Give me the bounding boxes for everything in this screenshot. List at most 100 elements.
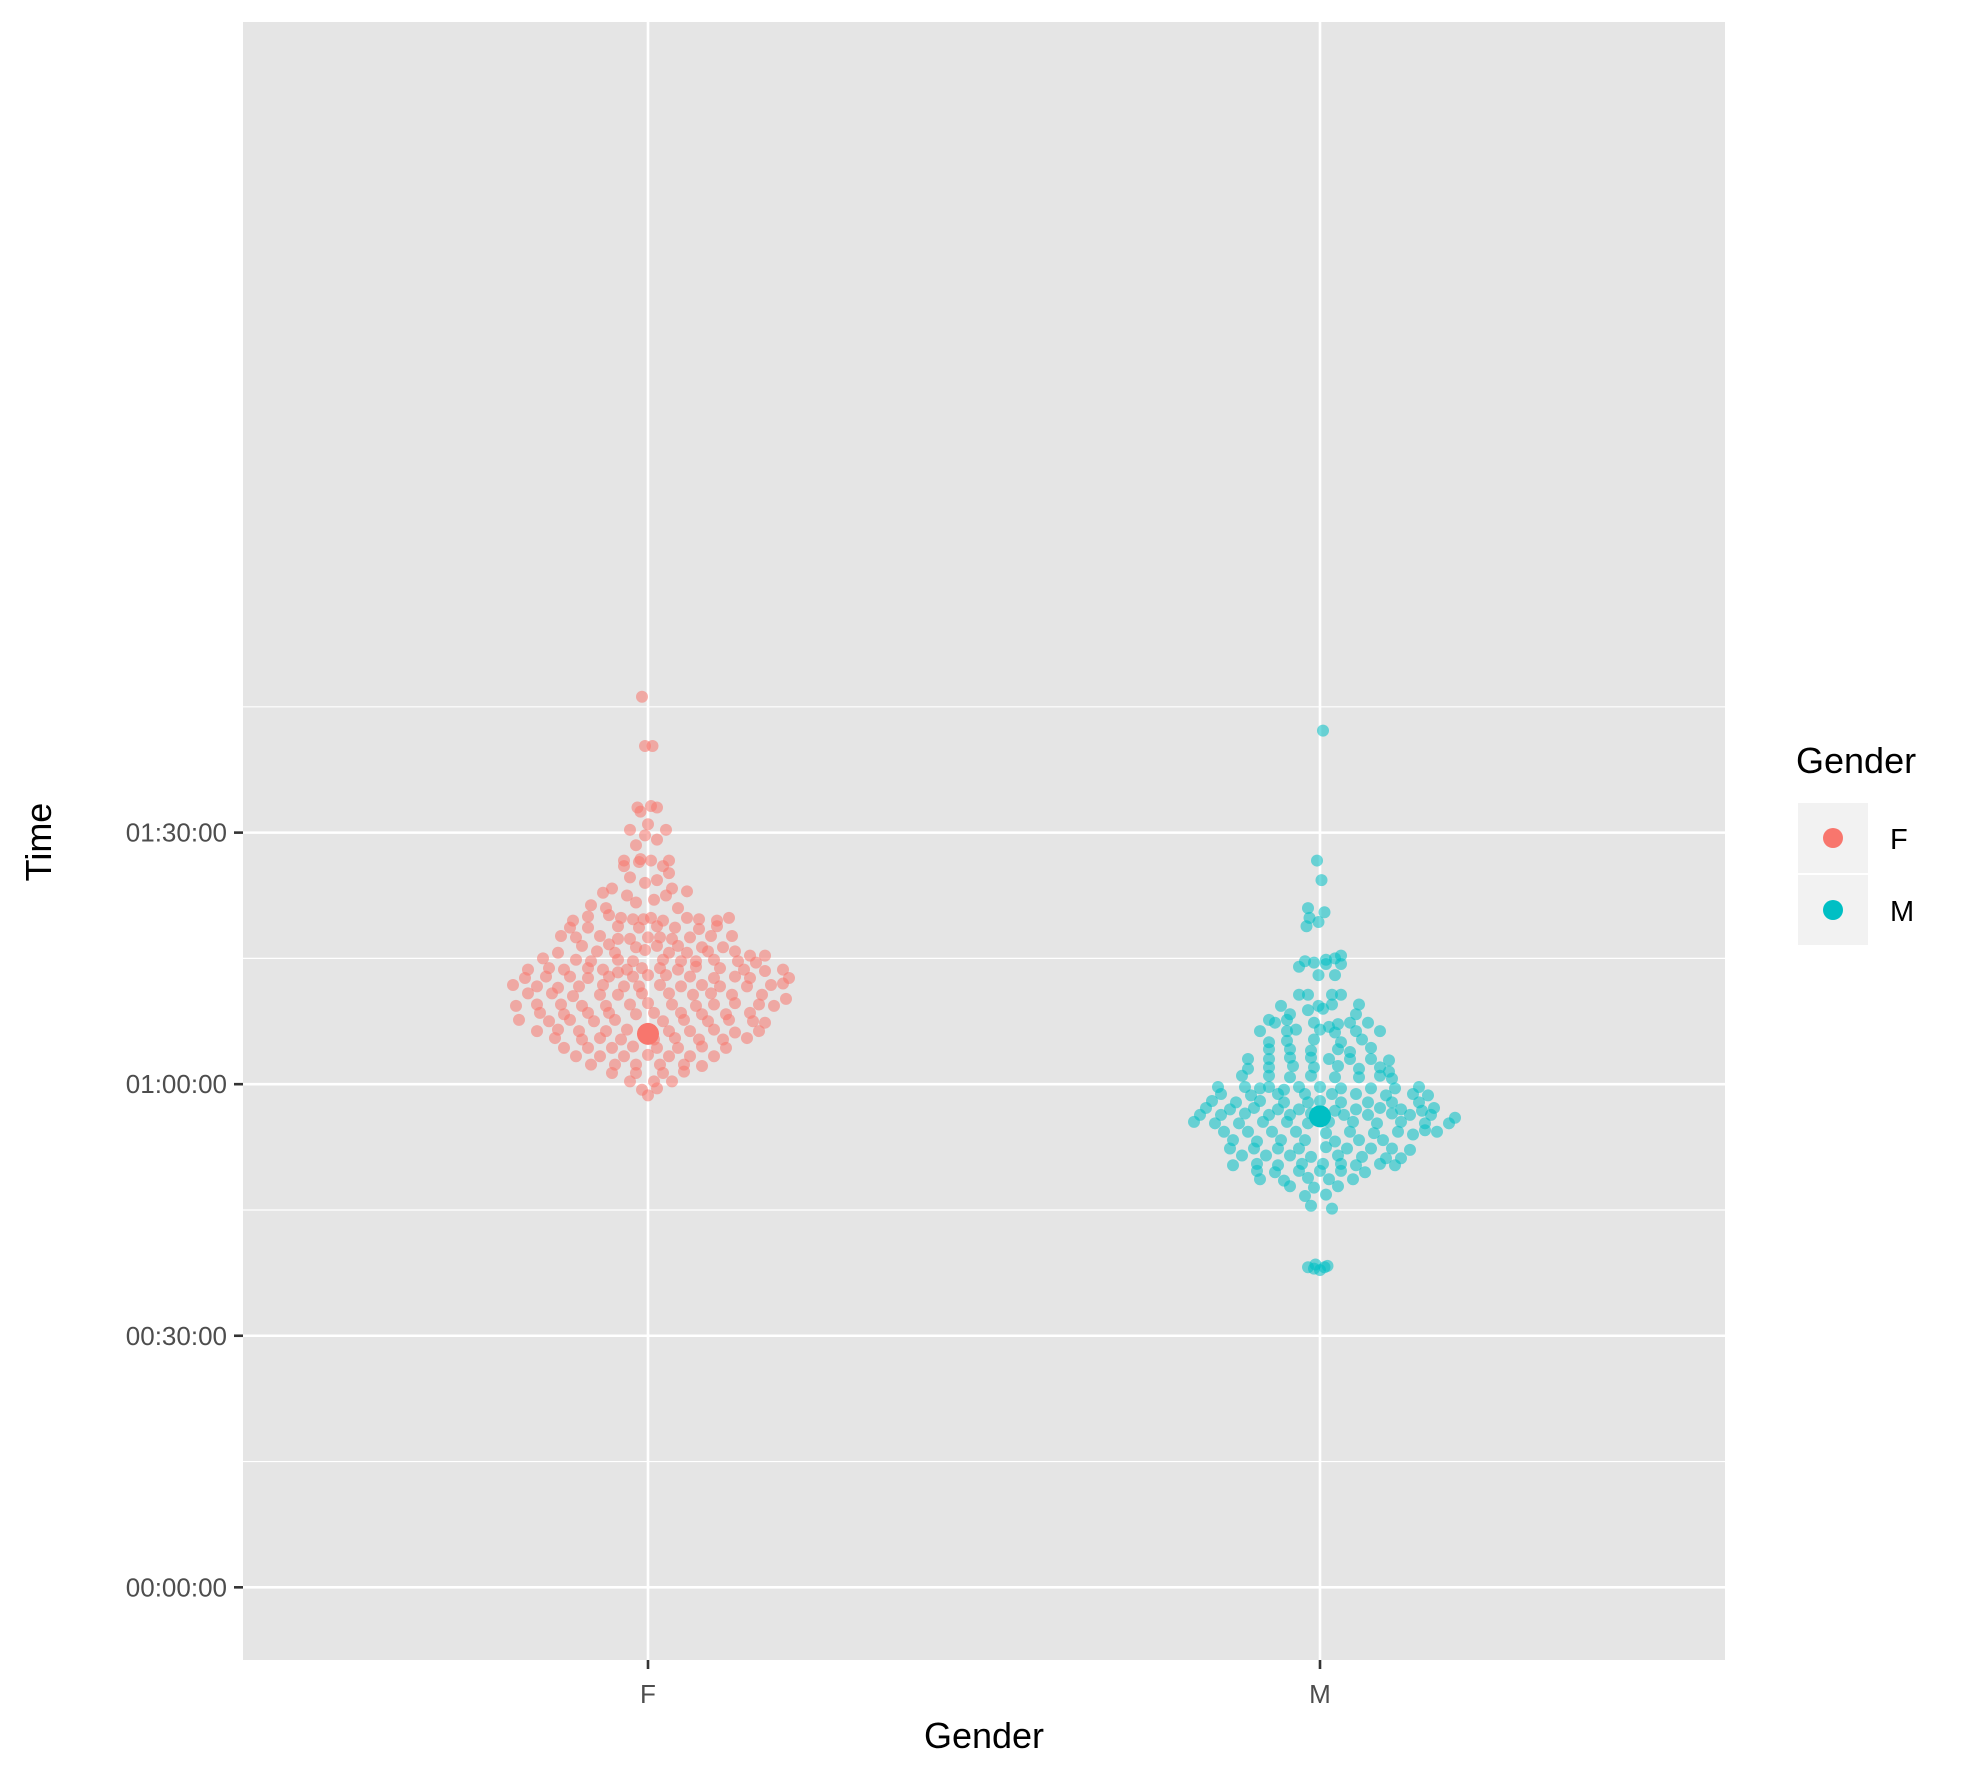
point-m-187 bbox=[1374, 1157, 1386, 1170]
point-m-96 bbox=[1350, 1087, 1362, 1100]
point-m-6 bbox=[1312, 916, 1325, 929]
point-f-97 bbox=[582, 962, 594, 975]
point-f-105 bbox=[738, 963, 750, 976]
point-m-128 bbox=[1362, 1108, 1374, 1121]
point-f-214 bbox=[663, 1050, 675, 1063]
point-f-128 bbox=[618, 980, 630, 993]
point-f-191 bbox=[729, 1026, 741, 1039]
data-points bbox=[507, 690, 1461, 1277]
point-f-59 bbox=[624, 932, 636, 945]
point-m-194 bbox=[1359, 1166, 1371, 1179]
point-m-82 bbox=[1254, 1082, 1266, 1095]
point-f-50 bbox=[633, 921, 645, 934]
point-m-197 bbox=[1302, 1171, 1314, 1184]
point-m-15 bbox=[1335, 957, 1347, 970]
point-f-186 bbox=[621, 1023, 633, 1036]
point-m-51 bbox=[1284, 1043, 1296, 1056]
point-m-31 bbox=[1269, 1016, 1281, 1029]
point-m-202 bbox=[1332, 1180, 1344, 1193]
point-m-191 bbox=[1293, 1164, 1305, 1177]
point-m-111 bbox=[1224, 1103, 1236, 1116]
point-f-156 bbox=[690, 999, 702, 1012]
x-axis-title: Gender bbox=[924, 1715, 1044, 1756]
point-f-130 bbox=[675, 980, 687, 993]
point-f-171 bbox=[513, 1013, 525, 1026]
point-m-174 bbox=[1284, 1149, 1296, 1162]
point-f-43 bbox=[693, 913, 705, 926]
point-f-213 bbox=[642, 1048, 654, 1061]
point-f-27 bbox=[597, 886, 609, 899]
point-m-161 bbox=[1353, 1134, 1365, 1147]
point-f-2 bbox=[646, 739, 659, 752]
point-m-98 bbox=[1407, 1087, 1419, 1100]
point-f-42 bbox=[681, 911, 693, 924]
legend-entry-f: F bbox=[1798, 803, 1908, 873]
point-m-81 bbox=[1239, 1080, 1251, 1093]
point-m-135 bbox=[1257, 1115, 1269, 1128]
point-m-27 bbox=[1350, 1008, 1362, 1021]
point-m-198 bbox=[1323, 1173, 1335, 1186]
point-f-111 bbox=[564, 970, 576, 983]
point-m-139 bbox=[1347, 1115, 1359, 1128]
point-m-123 bbox=[1239, 1107, 1251, 1120]
point-f-52 bbox=[669, 921, 681, 934]
point-f-114 bbox=[627, 970, 639, 983]
point-f-30 bbox=[630, 896, 642, 909]
point-f-107 bbox=[777, 963, 789, 976]
point-m-203 bbox=[1299, 1189, 1311, 1202]
y-axis-title: Time bbox=[18, 803, 59, 882]
point-m-4 bbox=[1318, 906, 1331, 919]
point-f-134 bbox=[765, 978, 777, 991]
point-m-206 bbox=[1326, 1202, 1338, 1215]
point-f-192 bbox=[753, 1025, 765, 1038]
point-m-131 bbox=[1425, 1108, 1437, 1121]
point-f-229 bbox=[666, 1075, 678, 1088]
point-f-35 bbox=[582, 910, 594, 923]
point-f-144 bbox=[705, 987, 717, 1000]
legend-entry-m: M bbox=[1798, 875, 1914, 945]
point-m-122 bbox=[1215, 1108, 1227, 1121]
point-f-150 bbox=[555, 998, 567, 1011]
point-m-32 bbox=[1281, 1013, 1293, 1026]
point-f-219 bbox=[630, 1058, 642, 1071]
point-f-48 bbox=[582, 921, 594, 934]
point-m-99 bbox=[1422, 1089, 1434, 1102]
point-f-202 bbox=[558, 1041, 570, 1054]
point-f-84 bbox=[570, 953, 582, 966]
point-m-166 bbox=[1293, 1142, 1305, 1155]
point-m-66 bbox=[1287, 1060, 1299, 1073]
point-f-8 bbox=[624, 823, 636, 836]
point-m-177 bbox=[1356, 1150, 1368, 1163]
point-f-179 bbox=[723, 1013, 735, 1026]
point-f-116 bbox=[660, 969, 672, 982]
point-f-223 bbox=[606, 1067, 618, 1080]
point-f-142 bbox=[663, 987, 675, 1000]
point-m-132 bbox=[1188, 1115, 1200, 1128]
point-f-119 bbox=[729, 970, 741, 983]
point-f-224 bbox=[630, 1067, 642, 1080]
point-m-87 bbox=[1335, 1082, 1347, 1095]
point-f-36 bbox=[603, 909, 615, 922]
legend-dot-m bbox=[1823, 900, 1843, 920]
point-f-163 bbox=[582, 1006, 594, 1019]
point-m-165 bbox=[1272, 1142, 1284, 1155]
point-f-180 bbox=[747, 1015, 759, 1028]
y-axis: 00:00:00 00:30:00 01:00:00 01:30:00 bbox=[126, 818, 243, 1602]
point-f-6 bbox=[634, 805, 647, 818]
point-f-67 bbox=[603, 938, 615, 951]
point-f-22 bbox=[639, 876, 651, 889]
point-f-206 bbox=[651, 1041, 663, 1054]
point-f-66 bbox=[576, 939, 588, 952]
point-f-49 bbox=[612, 920, 624, 933]
point-f-112 bbox=[582, 971, 594, 984]
point-m-155 bbox=[1431, 1125, 1443, 1138]
point-f-217 bbox=[585, 1058, 597, 1071]
point-f-158 bbox=[729, 997, 741, 1010]
point-f-73 bbox=[552, 946, 564, 959]
point-f-15 bbox=[645, 854, 657, 867]
y-tick-label-1: 00:30:00 bbox=[126, 1321, 227, 1351]
point-m-53 bbox=[1332, 1043, 1344, 1056]
point-f-9 bbox=[639, 829, 651, 842]
